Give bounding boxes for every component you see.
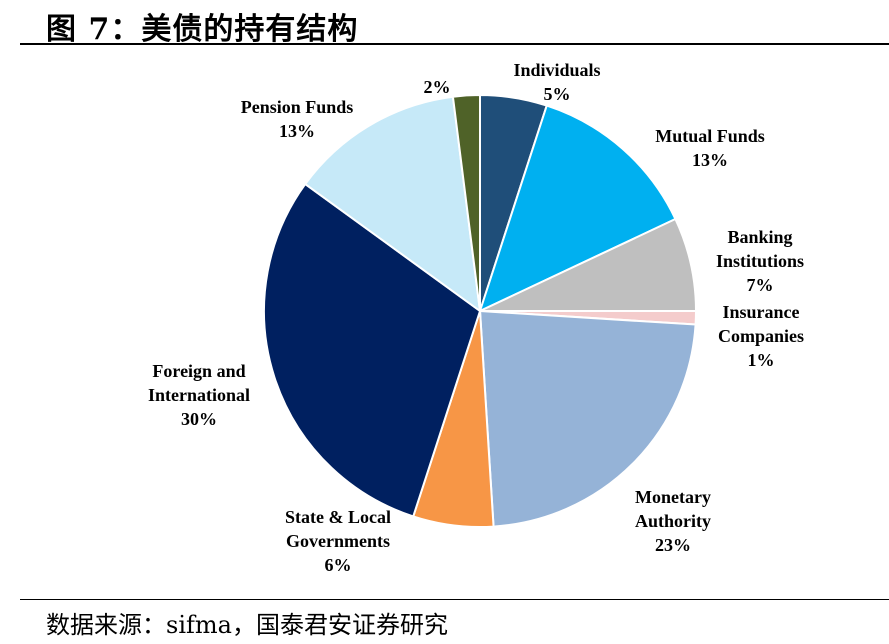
slice-label-state-local-governments: State & Local Governments 6%	[285, 507, 391, 575]
slice-label-line: Mutual Funds	[655, 126, 765, 146]
slice-label-line: Pension Funds	[241, 97, 354, 117]
slice-label-line: Foreign and	[152, 361, 245, 381]
slice-label-insurance-companies: Insurance Companies 1%	[718, 302, 804, 370]
slice-pension-funds	[304, 95, 481, 312]
slice-label-line: Authority	[635, 511, 711, 531]
slice-monetary-authority	[479, 310, 697, 528]
slice-label-line: 30%	[181, 409, 217, 429]
slice-label-line: Governments	[286, 531, 390, 551]
slice-label-line: Institutions	[716, 251, 804, 271]
slice-label-other-8: 2%	[424, 77, 451, 97]
footer-divider	[20, 599, 889, 600]
slice-label-line: International	[148, 385, 250, 405]
source-note: 数据来源：sifma，国泰君安证券研究	[46, 611, 448, 639]
slice-label-line: 7%	[747, 275, 774, 295]
slice-label-line: 2%	[424, 77, 451, 97]
slice-label-line: Companies	[718, 326, 804, 346]
slice-label-mutual-funds: Mutual Funds 13%	[655, 126, 765, 170]
slice-label-foreign-and-international: Foreign and International 30%	[148, 361, 250, 429]
chart-title: 图 7：美债的持有结构	[46, 12, 359, 47]
slice-label-line: 6%	[325, 555, 352, 575]
slice-label-line: State & Local	[285, 507, 391, 527]
title-divider	[20, 43, 889, 45]
slice-label-banking-institutions: Banking Institutions 7%	[716, 227, 804, 295]
slice-label-line: 13%	[692, 150, 728, 170]
slice-label-monetary-authority: Monetary Authority 23%	[635, 487, 711, 555]
slice-label-line: Banking	[727, 227, 792, 247]
slice-mutual-funds	[479, 104, 677, 312]
slice-label-line: Individuals	[513, 60, 600, 80]
slice-other-8	[451, 93, 481, 312]
pie-slices	[263, 93, 697, 528]
slice-label-pension-funds: Pension Funds 13%	[241, 97, 354, 141]
slice-label-line: 1%	[748, 350, 775, 370]
slice-label-line: Monetary	[635, 487, 711, 507]
slice-foreign-and-international	[263, 183, 481, 518]
slice-label-line: 13%	[279, 121, 315, 141]
pie-labels: Individuals 5% Mutual Funds 13% Banking Insti…	[148, 60, 804, 575]
slice-label-line: 23%	[655, 535, 691, 555]
slice-label-line: Insurance	[722, 302, 799, 322]
slice-label-line: 5%	[544, 84, 571, 104]
slice-label-individuals: Individuals 5%	[513, 60, 600, 104]
